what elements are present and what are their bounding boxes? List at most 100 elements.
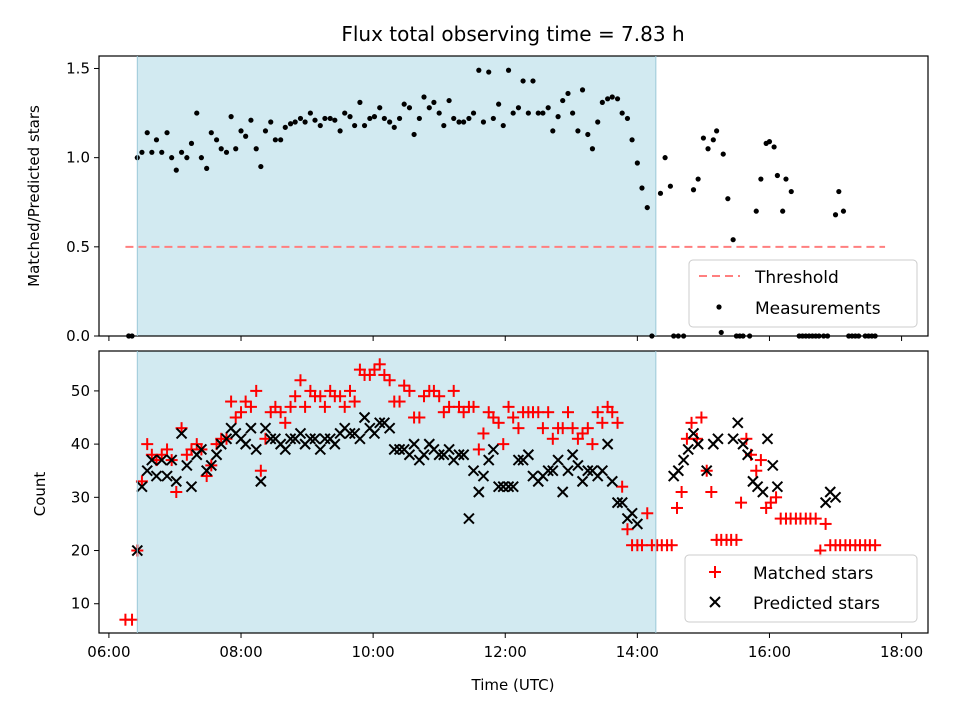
- measurement-point: [579, 87, 586, 93]
- measurement-point: [381, 115, 387, 122]
- measurement-point: [560, 97, 566, 104]
- matched-star-point: [487, 411, 500, 424]
- measurement-point: [342, 110, 348, 116]
- x-axis-label: Time (UTC): [471, 676, 555, 694]
- predicted-star-point: [771, 480, 784, 493]
- measurement-point: [317, 122, 323, 129]
- x-tick-label: 10:00: [352, 643, 395, 661]
- matched-star-point: [467, 400, 480, 413]
- measurement-point: [690, 187, 697, 193]
- measurement-point: [436, 110, 442, 116]
- measurement-point: [347, 114, 353, 120]
- predicted-star-point: [210, 449, 223, 461]
- predicted-star-point: [175, 427, 188, 440]
- threshold-legend-label: Threshold: [754, 268, 839, 288]
- measurement-point: [268, 119, 274, 125]
- matched-star-point: [437, 406, 450, 419]
- measurement-point: [208, 130, 214, 136]
- matched-star-point: [235, 406, 248, 419]
- matched-star-point: [417, 390, 430, 403]
- predicted-star-point: [150, 470, 163, 482]
- measurement-point: [520, 78, 526, 84]
- measurement-point: [639, 185, 645, 191]
- bottom-panel: 10 20 30 40 50 06:00 08:00 10:00 12:00 14:00 16:0…: [31, 350, 929, 694]
- predicted-star-point: [408, 438, 420, 450]
- measurement-point: [530, 78, 536, 84]
- predicted-star-point: [418, 449, 430, 461]
- predicted-star-point: [443, 443, 455, 456]
- measurement-point: [416, 115, 422, 122]
- x-tick-label: 14:00: [616, 643, 659, 661]
- predicted-star-point: [672, 465, 685, 477]
- measurement-point: [233, 146, 239, 152]
- matched-star-point: [546, 432, 559, 445]
- predicted-star-point: [304, 433, 317, 445]
- measurement-point: [322, 115, 328, 122]
- predicted-star-point: [309, 433, 321, 445]
- bottom-legend-box: [684, 554, 918, 623]
- matched-star-point: [542, 406, 555, 419]
- predicted-star-point: [741, 449, 754, 461]
- matched-star-point: [427, 384, 440, 397]
- predicted-star-point: [677, 454, 690, 466]
- matched-star-point: [581, 422, 594, 435]
- measurement-point: [357, 99, 363, 105]
- predicted-star-point: [255, 475, 267, 488]
- predicted-star-point: [687, 427, 700, 440]
- predicted-star-point: [473, 486, 485, 498]
- predicted-star-point: [596, 465, 609, 477]
- matched-star-point: [126, 613, 139, 626]
- measurement-point: [470, 110, 477, 116]
- measurement-point: [836, 188, 842, 195]
- matched-star-point: [284, 400, 297, 413]
- measurement-point: [411, 131, 417, 138]
- chart-title: Flux total observing time = 7.83 h: [341, 22, 684, 46]
- measurement-point: [774, 172, 780, 179]
- measurement-point: [510, 110, 516, 116]
- bottom-y-axis-label: Count: [31, 472, 49, 517]
- measurement-point: [619, 110, 625, 116]
- predicted-star-point: [403, 449, 416, 461]
- matched-star-point: [750, 464, 763, 477]
- measurement-point: [446, 97, 452, 104]
- measurement-point: [476, 67, 482, 73]
- predicted-star-point: [284, 433, 297, 445]
- measurement-point: [535, 110, 541, 116]
- measurement-point: [272, 137, 278, 143]
- measurement-point: [218, 146, 224, 152]
- measurement-point: [565, 90, 571, 97]
- y-tick-label: 1.0: [66, 149, 90, 167]
- measurement-point: [725, 196, 731, 202]
- bottom-y-ticks: 10 20 30 40 50: [71, 382, 99, 613]
- predicted-star-point: [146, 454, 158, 466]
- measurement-point: [159, 149, 165, 155]
- matched-star-point: [740, 432, 753, 445]
- matched-star-point: [616, 480, 629, 493]
- predicted-star-point: [161, 470, 173, 482]
- measurement-point: [307, 110, 313, 116]
- matched-star-point: [334, 390, 347, 403]
- y-tick-label: 0.5: [66, 238, 90, 256]
- matched-star-point: [685, 416, 698, 429]
- measurement-point: [720, 151, 726, 157]
- top-legend: Threshold Measurements: [688, 259, 918, 328]
- measurement-point: [634, 160, 640, 166]
- measurement-point: [490, 115, 496, 122]
- measurement-point: [505, 67, 512, 73]
- x-tick-label: 06:00: [87, 643, 130, 661]
- measurement-point: [406, 105, 413, 111]
- predicted-legend-swatch: [709, 596, 721, 608]
- measurement-point: [609, 94, 615, 100]
- predicted-star-point: [572, 459, 584, 472]
- matched-star-point: [433, 390, 446, 403]
- measurement-point: [595, 119, 601, 125]
- measurement-point: [198, 155, 204, 161]
- measurement-point: [292, 119, 298, 125]
- matched-star-point: [536, 422, 549, 435]
- y-tick-label: 10: [71, 595, 90, 613]
- measurement-point: [139, 149, 145, 155]
- measurement-point: [758, 176, 764, 182]
- predicted-star-point: [606, 475, 618, 488]
- measurement-point: [599, 99, 605, 105]
